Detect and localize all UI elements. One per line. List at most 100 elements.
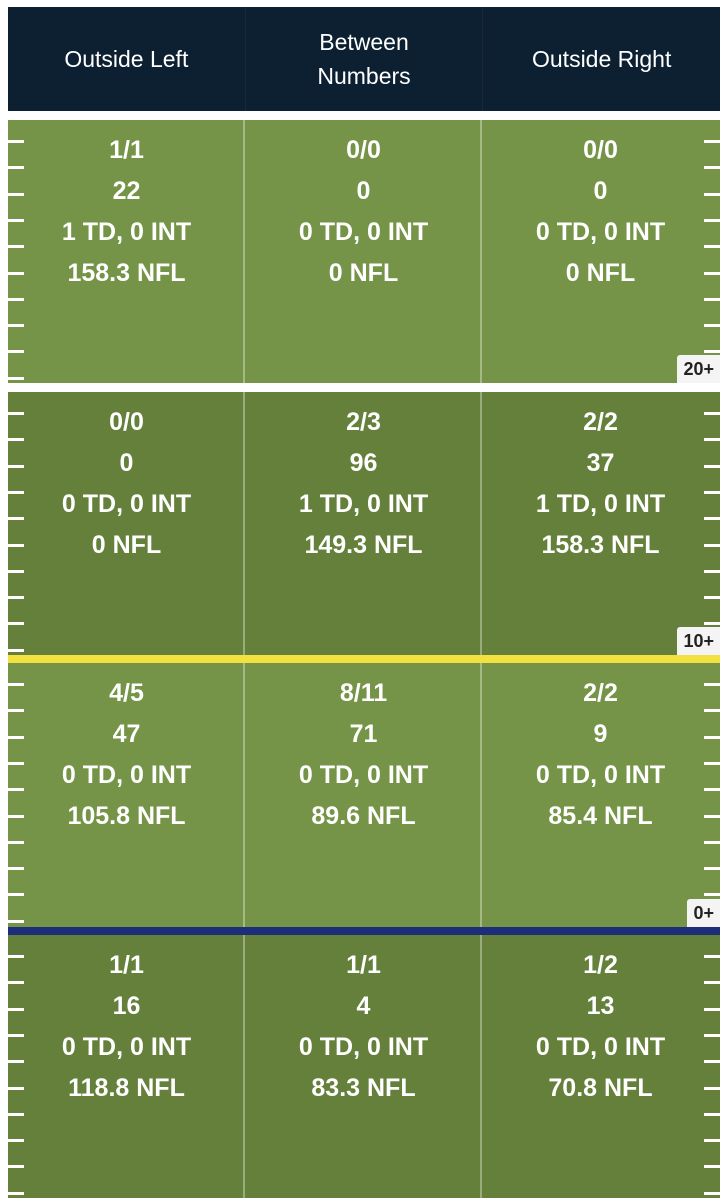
passer-rating: 158.3 NFL xyxy=(67,259,186,287)
td-int: 0 TD, 0 INT xyxy=(535,1033,666,1061)
zone-10-plus: 0/0 0 0 TD, 0 INT 0 NFL 2/3 96 1 TD, 0 I… xyxy=(8,392,720,655)
yard-ticks-right xyxy=(704,935,720,1198)
yard-tick xyxy=(704,517,720,520)
yard-tick xyxy=(704,1034,720,1037)
yard-tick xyxy=(704,788,720,791)
yard-tick xyxy=(8,140,24,143)
passer-rating: 83.3 NFL xyxy=(311,1074,416,1102)
hash-line xyxy=(243,120,245,383)
zone-cell-between-numbers: 2/3 96 1 TD, 0 INT 149.3 NFL xyxy=(245,392,482,655)
hash-line xyxy=(480,935,482,1198)
yards: 0 xyxy=(119,449,134,477)
yards: 47 xyxy=(112,720,141,748)
hash-line xyxy=(243,935,245,1198)
completions: 1/1 xyxy=(109,951,144,979)
yard-tick xyxy=(8,762,24,765)
zone-cell-between-numbers: 8/11 71 0 TD, 0 INT 89.6 NFL xyxy=(245,663,482,927)
yards: 22 xyxy=(112,177,141,205)
yards: 0 xyxy=(356,177,371,205)
zone-depth-label: 20+ xyxy=(677,355,720,383)
td-int: 0 TD, 0 INT xyxy=(298,1033,429,1061)
header-outside-right: Outside Right xyxy=(482,7,720,111)
zone-cell-outside-left: 4/5 47 0 TD, 0 INT 105.8 NFL xyxy=(8,663,245,927)
yard-tick xyxy=(8,219,24,222)
yard-tick xyxy=(704,324,720,327)
passer-rating: 85.4 NFL xyxy=(548,802,653,830)
zone-cell-outside-right: 0/0 0 0 TD, 0 INT 0 NFL xyxy=(482,120,719,383)
yard-tick xyxy=(8,815,24,818)
column-header: Outside Left Between Numbers Outside Rig… xyxy=(8,7,720,111)
yard-ticks-left xyxy=(8,663,24,927)
yard-tick xyxy=(704,412,720,415)
yard-tick xyxy=(704,570,720,573)
yard-tick xyxy=(8,1192,24,1195)
td-int: 1 TD, 0 INT xyxy=(535,490,666,518)
passer-rating: 105.8 NFL xyxy=(67,802,186,830)
header-between-numbers: Between Numbers xyxy=(244,7,483,111)
yard-tick xyxy=(704,955,720,958)
yard-tick xyxy=(8,324,24,327)
zone-cell-outside-right: 1/2 13 0 TD, 0 INT 70.8 NFL xyxy=(482,935,719,1198)
td-int: 0 TD, 0 INT xyxy=(61,490,192,518)
completions: 1/1 xyxy=(346,951,381,979)
completions: 2/2 xyxy=(583,408,618,436)
yard-tick xyxy=(8,683,24,686)
passer-rating: 0 NFL xyxy=(91,531,162,559)
yard-tick xyxy=(8,981,24,984)
yard-tick xyxy=(704,1113,720,1116)
yard-tick xyxy=(704,166,720,169)
yard-tick xyxy=(8,1139,24,1142)
yard-tick xyxy=(704,350,720,353)
zone-cell-outside-left: 0/0 0 0 TD, 0 INT 0 NFL xyxy=(8,392,245,655)
yard-tick xyxy=(704,1087,720,1090)
yard-ticks-left xyxy=(8,392,24,655)
yard-tick xyxy=(8,841,24,844)
yard-tick xyxy=(704,438,720,441)
completions: 4/5 xyxy=(109,679,144,707)
yard-tick xyxy=(704,596,720,599)
yard-tick xyxy=(8,649,24,652)
yard-tick xyxy=(704,683,720,686)
yards: 9 xyxy=(593,720,608,748)
yard-tick xyxy=(8,517,24,520)
completions: 0/0 xyxy=(583,136,618,164)
yard-tick xyxy=(8,1034,24,1037)
yards: 71 xyxy=(349,720,378,748)
yard-tick xyxy=(8,893,24,896)
zone-cell-between-numbers: 1/1 4 0 TD, 0 INT 83.3 NFL xyxy=(245,935,482,1198)
td-int: 0 TD, 0 INT xyxy=(298,761,429,789)
yard-tick xyxy=(8,1060,24,1063)
zone-cell-between-numbers: 0/0 0 0 TD, 0 INT 0 NFL xyxy=(245,120,482,383)
passer-rating: 0 NFL xyxy=(565,259,636,287)
completions: 2/2 xyxy=(583,679,618,707)
yard-tick xyxy=(8,920,24,923)
zone-cell-outside-right: 2/2 9 0 TD, 0 INT 85.4 NFL xyxy=(482,663,719,927)
yard-tick xyxy=(8,736,24,739)
yards: 13 xyxy=(586,992,615,1020)
completions: 8/11 xyxy=(339,679,388,707)
yard-tick xyxy=(704,762,720,765)
td-int: 0 TD, 0 INT xyxy=(535,218,666,246)
yard-tick xyxy=(704,544,720,547)
yard-tick xyxy=(8,709,24,712)
yard-tick xyxy=(704,867,720,870)
yard-tick xyxy=(8,1008,24,1011)
yard-tick xyxy=(704,841,720,844)
passer-rating: 70.8 NFL xyxy=(548,1074,653,1102)
yard-tick xyxy=(704,981,720,984)
yards: 4 xyxy=(356,992,371,1020)
passer-rating: 89.6 NFL xyxy=(311,802,416,830)
zone-depth-label: 0+ xyxy=(687,899,720,927)
yard-tick xyxy=(704,465,720,468)
yard-tick xyxy=(8,298,24,301)
yard-tick xyxy=(704,893,720,896)
yard-tick xyxy=(704,272,720,275)
yard-tick xyxy=(704,1165,720,1168)
yard-tick xyxy=(8,622,24,625)
yard-tick xyxy=(8,350,24,353)
passer-rating: 158.3 NFL xyxy=(541,531,660,559)
yard-tick xyxy=(8,1165,24,1168)
zone-cell-outside-right: 2/2 37 1 TD, 0 INT 158.3 NFL xyxy=(482,392,719,655)
completions: 2/3 xyxy=(346,408,381,436)
yard-tick xyxy=(8,1113,24,1116)
